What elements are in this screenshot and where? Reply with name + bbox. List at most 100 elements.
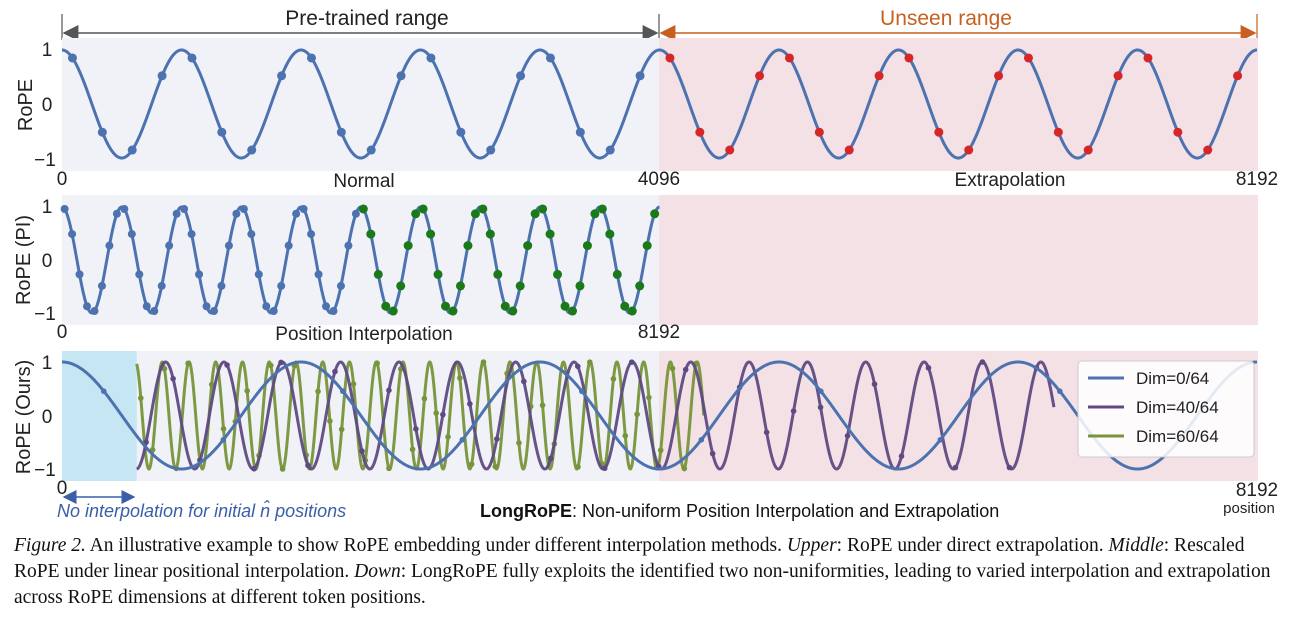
lower-point-dim60 xyxy=(681,465,688,472)
middle-green-point xyxy=(635,281,645,291)
lower-point-dim40 xyxy=(386,387,392,394)
lower-point-dim60 xyxy=(669,365,676,372)
unseen-range-label: Unseen range xyxy=(880,7,1012,30)
upper-panel: RoPE 1 0 −1 0 4096 8192 Normal Extrapola… xyxy=(15,38,1278,192)
lower-point-dim0 xyxy=(698,436,705,443)
middle-blue-point xyxy=(60,204,69,213)
lower-point-dim40 xyxy=(952,464,959,471)
upper-seen-point xyxy=(127,145,137,155)
lower-point-dim60 xyxy=(315,388,321,395)
lower-point-dim40 xyxy=(251,465,257,472)
middle-blue-point xyxy=(224,241,233,250)
lower-point-dim60 xyxy=(445,434,451,440)
lower-ytick-1: 1 xyxy=(42,353,53,374)
middle-ytick-1: 1 xyxy=(42,197,53,218)
upper-unseen-point xyxy=(844,145,854,155)
lower-point-dim40 xyxy=(278,359,284,366)
upper-seen-point xyxy=(277,71,287,81)
middle-green-point xyxy=(373,269,383,279)
middle-blue-point xyxy=(209,307,218,316)
lower-title-rest: : Non-uniform Position Interpolation and… xyxy=(572,501,999,521)
middle-blue-point xyxy=(262,302,271,311)
middle-blue-point xyxy=(217,281,226,290)
legend-label-dim40: Dim=40/64 xyxy=(1136,398,1219,417)
lower-point-dim0 xyxy=(101,388,107,395)
lower-point-dim40 xyxy=(628,359,635,365)
middle-green-point xyxy=(560,301,570,311)
caption-down-label: Down xyxy=(354,561,401,582)
middle-green-point xyxy=(403,241,413,251)
middle-xtick-8192: 8192 xyxy=(638,322,680,343)
middle-green-point xyxy=(545,229,555,239)
lower-point-dim60 xyxy=(634,411,640,418)
middle-green-point xyxy=(620,301,630,311)
middle-green-point xyxy=(388,306,398,316)
legend-label-dim60: Dim=60/64 xyxy=(1136,427,1219,446)
lower-point-dim60 xyxy=(220,426,227,432)
upper-seen-point xyxy=(516,71,526,81)
lower-point-dim40 xyxy=(817,404,824,411)
middle-blue-point xyxy=(150,307,159,316)
lower-point-dim0 xyxy=(220,436,227,443)
upper-seen-bg xyxy=(62,38,659,171)
lower-point-dim60 xyxy=(138,395,144,401)
upper-unseen-point xyxy=(665,53,675,63)
middle-blue-point xyxy=(254,270,263,279)
lower-point-dim60 xyxy=(350,381,357,387)
lower-point-dim60 xyxy=(208,381,215,388)
middle-unseen-bg xyxy=(659,195,1258,325)
upper-unseen-point xyxy=(784,53,794,63)
middle-green-point xyxy=(530,209,540,219)
caption-text-2: : RoPE under direct extrapolation. xyxy=(836,535,1104,556)
lower-point-dim40 xyxy=(494,436,500,442)
middle-blue-point xyxy=(239,204,248,213)
pretrained-range-label: Pre-trained range xyxy=(285,7,448,30)
middle-blue-point xyxy=(75,270,84,279)
caption-upper-label: Upper xyxy=(786,535,837,556)
upper-seen-point xyxy=(366,145,376,155)
upper-title-normal: Normal xyxy=(333,171,394,192)
middle-blue-point xyxy=(172,209,181,218)
upper-unseen-point xyxy=(904,53,914,63)
upper-ytick-1: 1 xyxy=(42,40,53,61)
upper-xtick-4096: 4096 xyxy=(638,169,680,190)
upper-unseen-point xyxy=(1053,127,1063,137)
middle-green-point xyxy=(358,204,368,214)
middle-blue-point xyxy=(187,230,196,239)
middle-blue-point xyxy=(127,230,136,239)
lower-point-dim60 xyxy=(279,466,286,472)
middle-blue-point xyxy=(68,230,77,239)
lower-xtick-8192: 8192 xyxy=(1236,480,1278,501)
lower-point-dim60 xyxy=(575,464,581,470)
lower-title: LongRoPE: Non-uniform Position Interpola… xyxy=(480,501,999,521)
upper-seen-point xyxy=(426,53,436,63)
legend-box xyxy=(1077,360,1255,458)
caption-text-4: : LongRoPE fully exploits the identified… xyxy=(14,561,1271,608)
middle-green-point xyxy=(448,306,458,316)
middle-blue-point xyxy=(351,209,360,218)
lower-point-dim40 xyxy=(601,465,608,472)
middle-blue-point xyxy=(120,204,129,213)
upper-unseen-point xyxy=(874,71,884,81)
middle-green-point xyxy=(538,204,548,214)
middle-blue-point xyxy=(157,281,166,290)
middle-green-point xyxy=(605,229,615,239)
middle-blue-point xyxy=(277,281,286,290)
middle-title: Position Interpolation xyxy=(275,324,452,345)
middle-green-point xyxy=(455,281,465,291)
upper-seen-point xyxy=(97,127,107,137)
lower-ylabel: RoPE (Ours) xyxy=(13,360,35,474)
middle-blue-point xyxy=(135,270,144,279)
lower-point-dim60 xyxy=(468,461,475,467)
middle-blue-point xyxy=(105,241,114,250)
lower-point-dim60 xyxy=(409,446,416,453)
lower-point-dim40 xyxy=(440,411,446,418)
upper-unseen-point xyxy=(755,71,765,81)
upper-xtick-0: 0 xyxy=(57,169,68,190)
middle-green-point xyxy=(597,204,607,214)
middle-green-point xyxy=(470,209,480,219)
upper-seen-point xyxy=(396,71,406,81)
legend-label-dim0: Dim=0/64 xyxy=(1136,369,1209,388)
lower-point-dim60 xyxy=(457,375,463,381)
upper-seen-point xyxy=(187,53,197,63)
